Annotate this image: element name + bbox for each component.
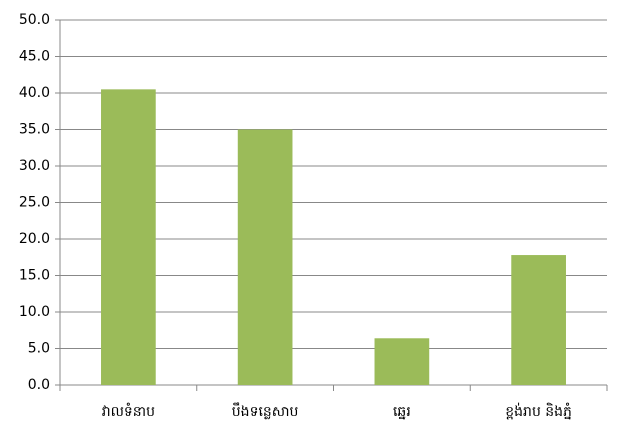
y-tick-label: 20.0: [19, 231, 50, 247]
y-tick-label: 35.0: [19, 122, 50, 138]
y-tick-label: 45.0: [19, 49, 50, 65]
y-tick-label: 40.0: [19, 85, 50, 101]
y-tick-label: 15.0: [19, 268, 50, 284]
y-tick-label: 50.0: [19, 12, 50, 28]
y-tick-label: 0.0: [28, 377, 50, 393]
x-tick-label: បឹងទន្លេសាប: [232, 402, 299, 420]
bar: [237, 129, 293, 385]
y-tick-label: 10.0: [19, 304, 50, 320]
y-tick-label: 30.0: [19, 158, 50, 174]
y-tick-label: 25.0: [19, 195, 50, 211]
x-tick-label: ខ្ពង់រាប និងភ្នំ: [505, 402, 572, 420]
x-tick-label: ឆ្នេរ: [393, 404, 411, 420]
bar: [101, 89, 156, 385]
x-tick-label: វាលទំនាប: [102, 402, 155, 420]
y-tick-label: 5.0: [28, 341, 50, 357]
bar: [374, 338, 430, 385]
bar: [511, 255, 566, 385]
